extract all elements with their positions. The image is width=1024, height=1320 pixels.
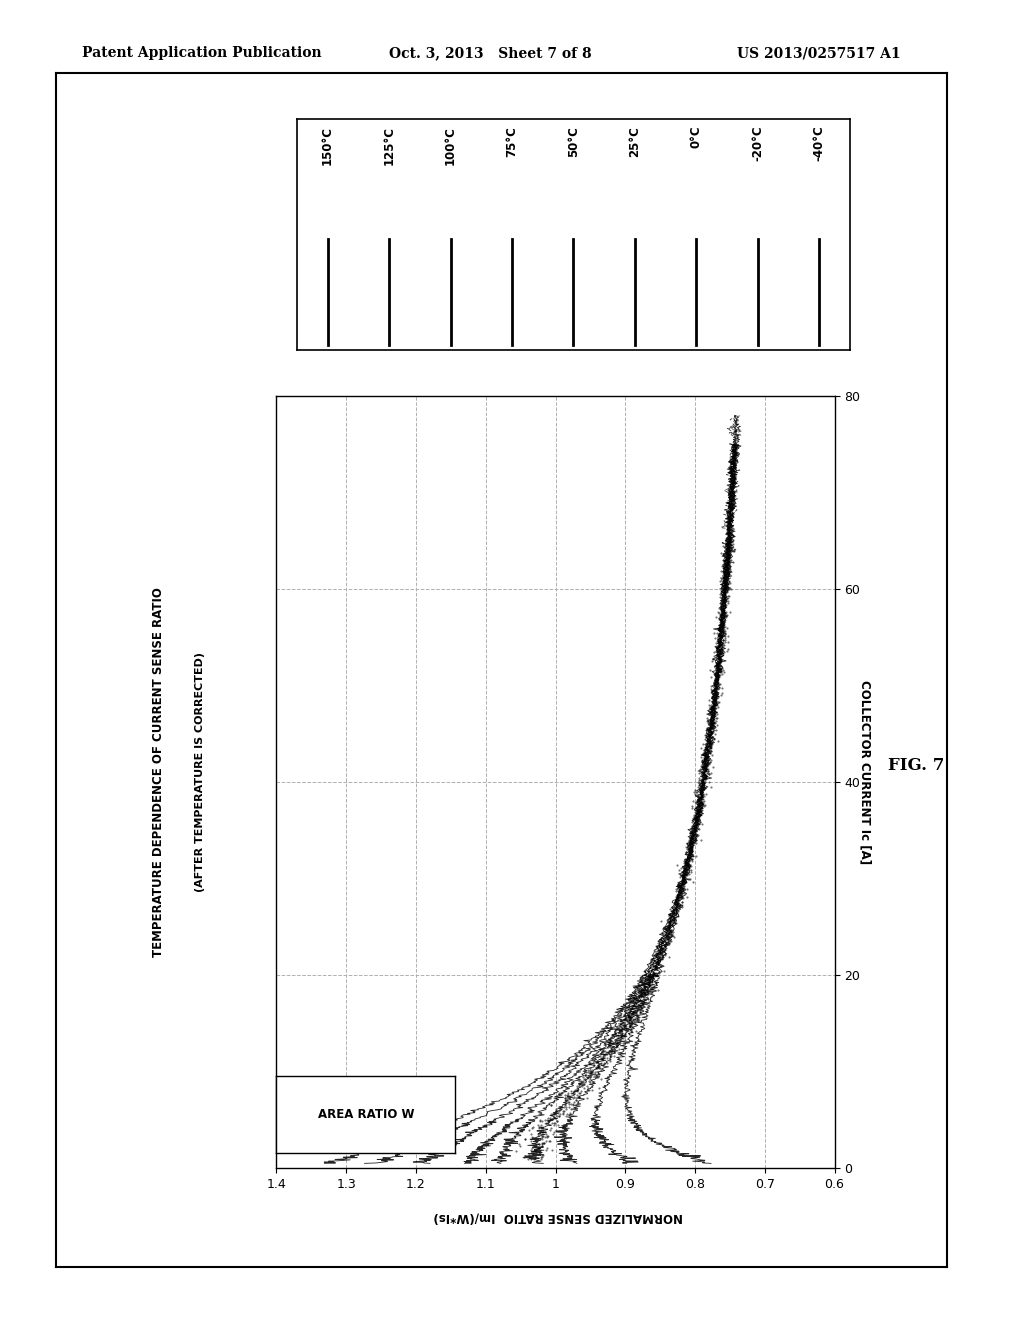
Text: -20°C: -20°C <box>752 125 764 161</box>
Text: 25°C: 25°C <box>629 125 641 157</box>
Text: COLLECTOR CURRENT Ic [A]: COLLECTOR CURRENT Ic [A] <box>859 680 871 865</box>
Text: NORMALIZED SENSE RATIO  Im/(W*Is): NORMALIZED SENSE RATIO Im/(W*Is) <box>433 1210 683 1224</box>
Text: 75°C: 75°C <box>506 125 518 157</box>
Text: 100°C: 100°C <box>444 125 457 165</box>
Text: (AFTER TEMPERATURE IS CORRECTED): (AFTER TEMPERATURE IS CORRECTED) <box>195 652 205 892</box>
Text: Oct. 3, 2013   Sheet 7 of 8: Oct. 3, 2013 Sheet 7 of 8 <box>389 46 592 61</box>
Text: FIG. 7: FIG. 7 <box>888 758 945 774</box>
Text: 0°C: 0°C <box>690 125 702 148</box>
Text: US 2013/0257517 A1: US 2013/0257517 A1 <box>737 46 901 61</box>
Text: Patent Application Publication: Patent Application Publication <box>82 46 322 61</box>
Text: 125°C: 125°C <box>383 125 395 165</box>
Text: TEMPERATURE DEPENDENCE OF CURRENT SENSE RATIO: TEMPERATURE DEPENDENCE OF CURRENT SENSE … <box>153 587 165 957</box>
Text: 150°C: 150°C <box>322 125 334 165</box>
Text: -40°C: -40°C <box>813 125 825 161</box>
Text: 50°C: 50°C <box>567 125 580 157</box>
